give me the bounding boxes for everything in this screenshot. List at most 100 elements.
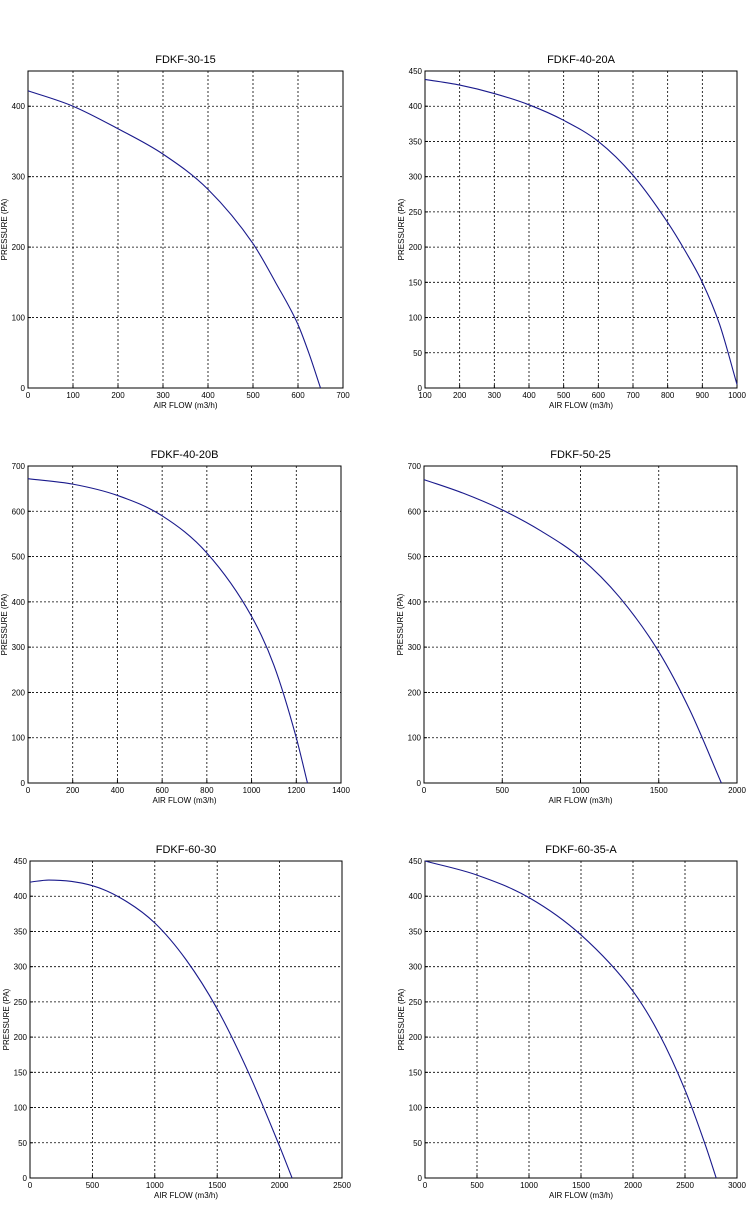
y-tick-label: 0	[21, 779, 26, 788]
x-tick-label: 600	[155, 786, 169, 795]
y-tick-label: 300	[12, 173, 26, 182]
x-tick-label: 0	[422, 786, 427, 795]
chart-panel: FDKF-60-30 0 500 1000 1500 2000 2500 0 50 100 150 2…	[2, 844, 351, 1200]
x-tick-label: 700	[626, 391, 640, 400]
y-tick-label: 600	[12, 507, 26, 516]
y-tick-label: 350	[409, 137, 423, 146]
y-tick-label: 0	[418, 1174, 423, 1183]
fan-curve-line	[423, 479, 722, 784]
chart-title: FDKF-30-15	[155, 54, 216, 66]
y-tick-label: 700	[408, 462, 422, 471]
y-tick-label: 100	[409, 314, 423, 323]
x-tick-label: 0	[423, 1181, 428, 1190]
y-tick-label: 150	[409, 1068, 423, 1077]
x-tick-label: 1000	[146, 1181, 164, 1190]
x-tick-label: 700	[336, 391, 350, 400]
plot-frame	[27, 465, 342, 784]
y-tick-label: 400	[408, 598, 422, 607]
x-tick-label: 400	[111, 786, 125, 795]
y-axis-label: PRESSURE (PA)	[0, 198, 9, 260]
y-tick-label: 400	[12, 598, 26, 607]
x-tick-label: 2000	[271, 1181, 289, 1190]
x-tick-label: 800	[661, 391, 675, 400]
y-tick-label: 50	[18, 1139, 27, 1148]
y-tick-label: 200	[409, 243, 423, 252]
y-axis-label: PRESSURE (PA)	[397, 198, 406, 260]
fan-curve-line	[27, 90, 322, 389]
y-tick-label: 150	[14, 1068, 28, 1077]
chart-panel: FDKF-30-15 0 100 200 300 400 500 600 700 0 100 200 3…	[0, 54, 350, 410]
y-axis-label: PRESSURE (PA)	[397, 988, 406, 1050]
x-tick-label: 600	[592, 391, 606, 400]
y-tick-label: 0	[23, 1174, 28, 1183]
y-tick-label: 0	[418, 384, 423, 393]
y-tick-label: 100	[12, 734, 26, 743]
y-tick-label: 300	[409, 963, 423, 972]
plot-frame	[423, 465, 738, 784]
chart-title: FDKF-50-25	[550, 449, 611, 461]
y-tick-label: 300	[409, 173, 423, 182]
y-tick-label: 500	[408, 553, 422, 562]
x-tick-label: 1500	[208, 1181, 226, 1190]
chart-panel: FDKF-50-25 0 500 1000 1500 2000 0 100 200 300 400 5…	[396, 449, 746, 805]
y-tick-label: 400	[409, 102, 423, 111]
y-tick-label: 350	[14, 927, 28, 936]
x-tick-label: 0	[26, 786, 31, 795]
y-tick-label: 100	[409, 1104, 423, 1113]
y-tick-label: 0	[21, 384, 26, 393]
y-tick-label: 300	[14, 963, 28, 972]
y-tick-label: 450	[14, 857, 28, 866]
y-tick-label: 200	[14, 1033, 28, 1042]
x-tick-label: 2000	[728, 786, 746, 795]
y-tick-label: 400	[409, 892, 423, 901]
x-tick-label: 100	[66, 391, 80, 400]
x-axis-label: AIR FLOW (m3/h)	[549, 401, 613, 410]
x-tick-label: 1200	[287, 786, 305, 795]
x-axis-label: AIR FLOW (m3/h)	[549, 1191, 613, 1200]
x-tick-label: 1000	[520, 1181, 538, 1190]
x-axis-label: AIR FLOW (m3/h)	[153, 401, 217, 410]
x-tick-label: 200	[66, 786, 80, 795]
y-tick-label: 300	[12, 643, 26, 652]
x-tick-label: 1500	[650, 786, 668, 795]
plot-frame	[29, 860, 343, 1179]
x-tick-label: 1500	[572, 1181, 590, 1190]
y-tick-label: 300	[408, 643, 422, 652]
x-tick-label: 0	[28, 1181, 33, 1190]
x-tick-label: 200	[111, 391, 125, 400]
x-tick-label: 500	[496, 786, 510, 795]
y-tick-label: 200	[408, 688, 422, 697]
y-tick-label: 0	[417, 779, 422, 788]
y-tick-label: 200	[12, 243, 26, 252]
x-tick-label: 1000	[728, 391, 746, 400]
plot-frame	[424, 70, 738, 389]
x-tick-label: 1400	[332, 786, 350, 795]
x-tick-label: 900	[696, 391, 710, 400]
y-tick-label: 100	[408, 734, 422, 743]
x-tick-label: 500	[470, 1181, 484, 1190]
fan-curve-line	[424, 78, 738, 385]
y-tick-label: 150	[409, 278, 423, 287]
x-axis-label: AIR FLOW (m3/h)	[548, 796, 612, 805]
y-tick-label: 600	[408, 507, 422, 516]
y-tick-label: 250	[14, 998, 28, 1007]
x-tick-label: 800	[200, 786, 214, 795]
x-tick-label: 500	[246, 391, 260, 400]
plot-frame	[27, 70, 344, 389]
chart-panel: FDKF-40-20B 0 200 400 600 800 1000 1200 1400 0 100…	[0, 449, 350, 805]
x-tick-label: 1000	[243, 786, 261, 795]
x-tick-label: 400	[201, 391, 215, 400]
y-tick-label: 200	[12, 688, 26, 697]
chart-title: FDKF-40-20B	[151, 449, 219, 461]
y-tick-label: 200	[409, 1033, 423, 1042]
fan-curve-line	[27, 478, 308, 784]
y-tick-label: 450	[409, 857, 423, 866]
x-tick-label: 2500	[676, 1181, 694, 1190]
y-tick-label: 400	[12, 102, 26, 111]
chart-title: FDKF-60-30	[156, 844, 217, 856]
fan-curve-line	[29, 879, 293, 1179]
y-tick-label: 250	[409, 998, 423, 1007]
y-axis-label: PRESSURE (PA)	[396, 593, 405, 655]
y-tick-label: 50	[413, 1139, 422, 1148]
